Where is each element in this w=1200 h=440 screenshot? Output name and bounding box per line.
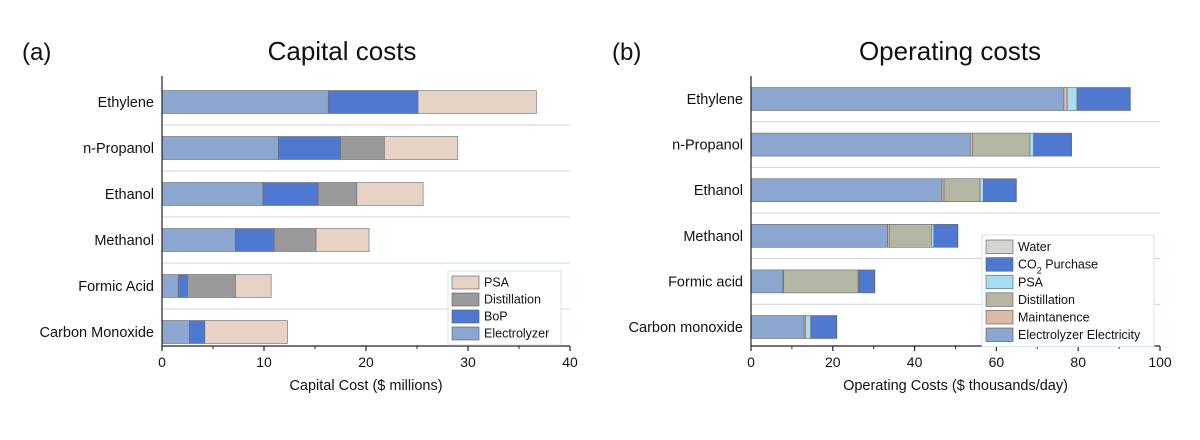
bar-segment-electrolyzer-electricity bbox=[750, 269, 784, 294]
category-label: Formic Acid bbox=[78, 279, 154, 295]
operating-costs-panel: (b) Operating costs Ethylene n-Propanol Etha… bbox=[612, 36, 1172, 394]
bar-segment-electrolyzer bbox=[161, 90, 329, 114]
bar-segment-maintanence bbox=[1063, 87, 1068, 111]
bar-segment-bop bbox=[327, 90, 419, 114]
chart-title: Capital costs bbox=[268, 36, 417, 66]
bar-segment-electrolyzer bbox=[161, 320, 190, 344]
x-tick-label: 10 bbox=[256, 354, 272, 370]
bar-segment-electrolyzer bbox=[161, 182, 264, 206]
capital-costs-panel: (a) Capital costs Ethylene n-Propanol Ethano… bbox=[22, 36, 578, 394]
bar-segment-bop bbox=[235, 228, 275, 252]
bar-segment-psa bbox=[1029, 132, 1034, 157]
bar-segment-bop bbox=[189, 320, 206, 344]
legend-swatch bbox=[985, 239, 1014, 254]
x-tick-label: 0 bbox=[747, 354, 755, 370]
bar-segment-electrolyzer bbox=[161, 228, 236, 252]
bar-segment-psa bbox=[356, 182, 424, 206]
legend-swatch bbox=[451, 292, 480, 307]
category-label: Ethanol bbox=[694, 183, 743, 199]
bar-segment-co2-purchase bbox=[933, 224, 958, 248]
legend-label: Electrolyzer Electricity bbox=[1018, 328, 1141, 342]
legend-label: PSA bbox=[1018, 275, 1044, 289]
legend-label: Distillation bbox=[1018, 293, 1075, 307]
legend-swatch bbox=[451, 309, 480, 324]
bar-segment-psa bbox=[805, 315, 812, 339]
category-label: Ethylene bbox=[687, 92, 743, 108]
x-tick-label: 40 bbox=[907, 354, 923, 370]
bar-segment-water bbox=[1129, 87, 1131, 111]
bar-segment-psa bbox=[384, 136, 459, 160]
legend-label: Distillation bbox=[484, 293, 541, 307]
legend-swatch bbox=[985, 274, 1014, 290]
bar-segment-distillation bbox=[340, 136, 385, 160]
bar-segment-psa bbox=[417, 90, 537, 114]
x-tick-label: 100 bbox=[1148, 354, 1172, 370]
legend-swatch bbox=[985, 257, 1014, 272]
bar-segment-distillation bbox=[273, 228, 317, 252]
bar-segment-distillation bbox=[317, 182, 358, 206]
bar-segment-electrolyzer bbox=[161, 274, 179, 298]
bar-segment-co2-purchase bbox=[1076, 87, 1131, 111]
category-label: Methanol bbox=[683, 229, 743, 245]
bar-segment-bop bbox=[178, 274, 188, 298]
x-axis-title: Operating Costs ($ thousands/day) bbox=[843, 378, 1068, 394]
bar-segment-co2-purchase bbox=[1033, 132, 1072, 157]
x-tick-label: 30 bbox=[460, 354, 476, 370]
bar-segment-bop bbox=[262, 182, 319, 206]
bar-segment-psa bbox=[979, 178, 984, 202]
bar-segment-co2-purchase bbox=[983, 178, 1017, 202]
legend-swatch bbox=[451, 275, 480, 290]
category-label: n-Propanol bbox=[83, 141, 154, 157]
category-label: Carbon monoxide bbox=[629, 320, 743, 336]
bar-segment-psa bbox=[235, 274, 272, 298]
x-tick-label: 80 bbox=[1070, 354, 1086, 370]
legend-swatch bbox=[985, 327, 1014, 342]
panel-label: (b) bbox=[612, 39, 641, 66]
bar-segment-psa bbox=[1066, 87, 1078, 111]
category-label: Formic acid bbox=[668, 274, 743, 290]
x-tick-label: 20 bbox=[825, 354, 841, 370]
legend-swatch bbox=[985, 310, 1014, 325]
category-label: Ethylene bbox=[98, 95, 154, 111]
x-tick-label: 40 bbox=[562, 354, 578, 370]
bar-segment-maintanence bbox=[969, 132, 973, 157]
legend-label: BoP bbox=[484, 310, 508, 324]
bar-segment-electrolyzer-electricity bbox=[750, 87, 1065, 111]
bar-segment-electrolyzer-electricity bbox=[750, 315, 805, 339]
bar-segment-bop bbox=[277, 136, 341, 160]
bar-segment-maintanence bbox=[941, 178, 945, 202]
x-tick-label: 60 bbox=[989, 354, 1005, 370]
x-tick-label: 20 bbox=[358, 354, 374, 370]
bar-segment-co2-purchase bbox=[810, 315, 837, 339]
bar-segment-electrolyzer-electricity bbox=[750, 178, 943, 202]
chart-title: Operating costs bbox=[859, 36, 1041, 66]
legend-label: Water bbox=[1018, 240, 1051, 254]
bar-segment-distillation bbox=[972, 132, 1031, 157]
bar-segment-distillation bbox=[943, 178, 981, 202]
bar-segment-electrolyzer bbox=[161, 136, 279, 160]
bar-segment-co2-purchase bbox=[858, 269, 875, 294]
legend-swatch bbox=[985, 292, 1014, 307]
legend-swatch bbox=[451, 326, 480, 341]
category-label: n-Propanol bbox=[672, 138, 743, 154]
category-label: Ethanol bbox=[105, 187, 154, 203]
category-label: Carbon Monoxide bbox=[40, 325, 154, 341]
bar-segment-electrolyzer-electricity bbox=[750, 224, 888, 248]
category-label: Methanol bbox=[94, 233, 154, 249]
legend-label: Maintanence bbox=[1018, 311, 1090, 325]
bar-segment-electrolyzer-electricity bbox=[750, 132, 971, 157]
panel-label: (a) bbox=[22, 39, 51, 66]
bar-segment-psa bbox=[315, 228, 370, 252]
bar-segment-psa bbox=[204, 320, 288, 344]
legend-label: Electrolyzer bbox=[484, 327, 549, 341]
bar-segment-psa bbox=[931, 224, 935, 248]
legend-label: PSA bbox=[484, 276, 510, 290]
bar-segment-distillation bbox=[888, 224, 932, 248]
bar-segment-distillation bbox=[783, 269, 859, 294]
bar-segment-distillation bbox=[187, 274, 236, 298]
x-axis-title: Capital Cost ($ millions) bbox=[289, 378, 442, 394]
x-tick-label: 0 bbox=[158, 354, 166, 370]
